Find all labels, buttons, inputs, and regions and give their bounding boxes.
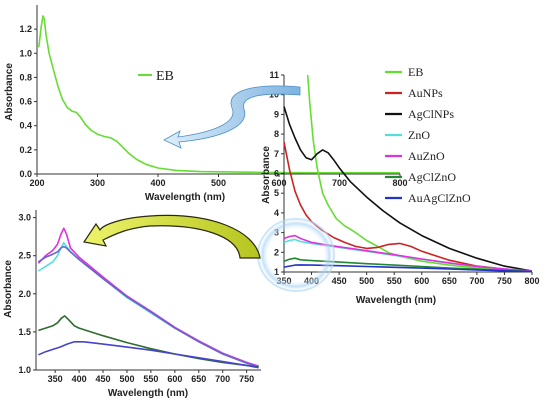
x-tick-label: 500 bbox=[211, 178, 226, 188]
x-axis-label: Wavelength (nm) bbox=[145, 192, 225, 203]
legend-label-eb: EB bbox=[156, 69, 174, 84]
y-tick-label: 0.6 bbox=[19, 97, 32, 107]
x-tick-label: 800 bbox=[392, 178, 407, 188]
chart-right: 350400450500550600650700750800 123456789… bbox=[257, 65, 540, 306]
chart-top-left: 200 300 400 500 600 700 800 0.0 0.2 0.4 0.6 0.8 1.0… bbox=[4, 5, 408, 203]
x-tick-label: 550 bbox=[143, 374, 158, 384]
x-tick-label: 750 bbox=[497, 276, 512, 286]
y-tick-label: 9 bbox=[274, 109, 279, 119]
x-tick-label: 200 bbox=[29, 178, 44, 188]
y-tick-label: 1.5 bbox=[18, 327, 31, 337]
y-tick-label: 3.0 bbox=[18, 213, 31, 223]
x-tick-label: 600 bbox=[414, 276, 429, 286]
x-tick-label: 600 bbox=[271, 178, 286, 188]
y-tick-label: 2.0 bbox=[18, 289, 31, 299]
x-tick-label: 450 bbox=[332, 276, 347, 286]
y-tick-label: 0.2 bbox=[19, 145, 32, 155]
series-line-auagclzno-low bbox=[38, 341, 259, 369]
blue-curved-arrow bbox=[163, 85, 301, 149]
y-axis-label: Absorbance bbox=[261, 146, 272, 204]
legend-label: ZnO bbox=[408, 128, 430, 142]
y-tick-label: 0.0 bbox=[19, 169, 32, 179]
y-tick-label: 8 bbox=[274, 129, 279, 139]
yellow-curved-arrow bbox=[82, 214, 261, 259]
x-tick-label: 700 bbox=[332, 178, 347, 188]
highlight-ring bbox=[257, 218, 335, 292]
x-tick-label: 750 bbox=[239, 374, 254, 384]
x-tick-label: 700 bbox=[215, 374, 230, 384]
x-tick-label: 300 bbox=[90, 178, 105, 188]
y-tick-label: 5 bbox=[274, 188, 279, 198]
series-line-agclzno bbox=[38, 315, 259, 368]
x-axis-label: Wavelength (nm) bbox=[356, 295, 436, 306]
y-tick-label: 7 bbox=[274, 149, 279, 159]
x-tick-label: 800 bbox=[524, 276, 539, 286]
x-tick-label: 650 bbox=[442, 276, 457, 286]
legend-label: AuNPs bbox=[408, 86, 443, 100]
x-tick-label: 400 bbox=[72, 374, 87, 384]
legend-label: EB bbox=[408, 65, 423, 79]
legend-label: AgClZnO bbox=[408, 170, 456, 184]
y-tick-label: 11 bbox=[269, 70, 279, 80]
series-line-auzno bbox=[37, 227, 259, 367]
x-ticks: 350 400 450 500 550 600 650 700 750 bbox=[48, 370, 254, 384]
y-tick-label: 0.4 bbox=[19, 121, 32, 131]
series-line-eb bbox=[306, 74, 533, 272]
x-tick-label: 600 bbox=[167, 374, 182, 384]
x-axis-label: Wavelength (nm) bbox=[108, 388, 188, 399]
legend-label: AgClNPs bbox=[408, 107, 454, 121]
y-tick-label: 6 bbox=[274, 169, 279, 179]
legend: EB AuNPs AgClNPs ZnO AuZnO AgClZnO AuAgClZnO bbox=[385, 65, 471, 205]
x-ticks: 200 300 400 500 600 700 800 bbox=[29, 174, 408, 188]
y-tick-label: 1.0 bbox=[19, 48, 32, 58]
x-tick-label: 500 bbox=[119, 374, 134, 384]
series-line-agclnps bbox=[283, 106, 533, 272]
x-tick-label: 550 bbox=[387, 276, 402, 286]
y-tick-label: 4 bbox=[274, 208, 279, 218]
x-tick-label: 350 bbox=[48, 374, 63, 384]
y-tick-label: 2.5 bbox=[18, 251, 31, 261]
series-group bbox=[38, 15, 400, 174]
legend-label: AuZnO bbox=[408, 149, 445, 163]
y-axis-label: Absorbance bbox=[3, 260, 14, 318]
series-line-aunps bbox=[283, 141, 533, 272]
series-line-auagclzno bbox=[37, 245, 259, 368]
series-line-eb bbox=[38, 15, 400, 174]
chart-bottom-left: 350 400 450 500 550 600 650 700 750 1.0 1.5 2.0 2.5… bbox=[3, 210, 261, 399]
x-tick-label: 650 bbox=[191, 374, 206, 384]
x-tick-label: 400 bbox=[150, 178, 165, 188]
y-tick-label: 1.2 bbox=[19, 24, 32, 34]
y-ticks: 0.0 0.2 0.4 0.6 0.8 1.0 1.2 bbox=[19, 24, 37, 179]
x-tick-label: 450 bbox=[96, 374, 111, 384]
series-group bbox=[37, 227, 259, 369]
y-tick-label: 0.8 bbox=[19, 72, 32, 82]
y-tick-label: 1.0 bbox=[18, 365, 31, 375]
y-ticks: 1.0 1.5 2.0 2.5 3.0 bbox=[18, 213, 36, 375]
x-tick-label: 700 bbox=[469, 276, 484, 286]
y-axis-label: Absorbance bbox=[4, 63, 15, 121]
y-tick-label: 10 bbox=[269, 90, 279, 100]
legend-label: AuAgClZnO bbox=[408, 191, 471, 205]
x-tick-label: 500 bbox=[359, 276, 374, 286]
